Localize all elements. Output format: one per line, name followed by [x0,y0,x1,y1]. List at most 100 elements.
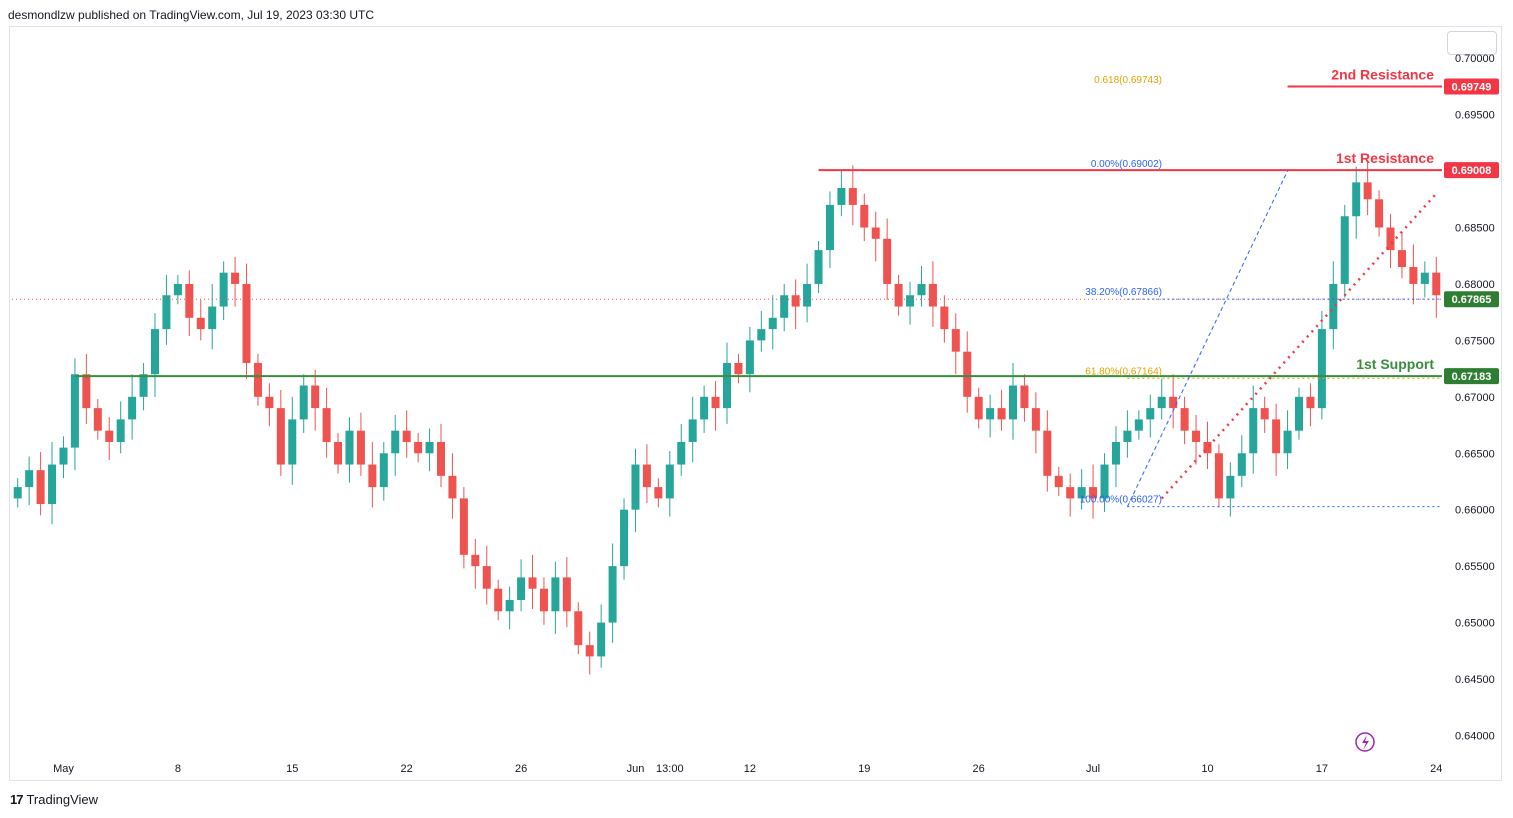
candle-body [1306,396,1315,409]
candle-body [356,430,365,465]
candle-body [334,441,343,465]
candle-body [562,577,571,612]
time-tick-label: 15 [286,763,298,775]
candle-body [459,498,468,555]
time-tick-label: 17 [1316,763,1328,775]
candle-body [471,554,480,567]
price-tag-value: 0.69008 [1452,165,1492,177]
lightning-icon[interactable] [1355,732,1375,752]
candle-body [25,470,34,488]
candle-body [665,464,674,499]
candle-body [722,362,732,409]
candle-body [379,453,388,488]
chart-settings-button[interactable] [1447,31,1497,55]
price-tick-label: 0.69500 [1455,110,1495,122]
publisher-header: desmondlzw published on TradingView.com,… [8,8,374,22]
price-tick-label: 0.70000 [1455,53,1495,65]
candle-body [1123,430,1132,442]
candle-body [654,487,663,499]
candle-body [1031,408,1040,431]
fib-label: 0.00%(0.69002) [1091,159,1162,170]
candle-body [1260,408,1269,420]
price-tick-label: 0.64000 [1455,730,1495,742]
candle-body [13,487,22,499]
candle-body [1089,487,1098,499]
candle-body [814,250,823,284]
candle-body [505,599,514,612]
fib-trend-line[interactable] [1126,170,1289,507]
time-tick-label: May [53,763,74,775]
candle-body [768,317,777,330]
candle-body [745,340,754,375]
price-tag-r1 [1444,162,1499,179]
candle-body [265,396,274,409]
candle-body [734,362,743,375]
candle-body [1363,182,1372,200]
price-tag-value: 0.67865 [1452,294,1492,306]
candle-body [883,238,892,284]
time-tick-label: 12 [744,763,756,775]
price-tick-label: 0.64500 [1455,674,1495,686]
candle-body [1214,453,1223,499]
candle-body [1192,430,1201,442]
candle-body [620,509,629,567]
candle-body [231,272,240,284]
candle-body [1077,487,1086,499]
candle-body [677,441,686,465]
level-title: 2nd Resistance [1331,67,1434,83]
candle-body [1111,441,1120,465]
candle-body [482,566,491,589]
candle-body [276,408,285,465]
price-tick-label: 0.67500 [1455,335,1495,347]
candle-body [711,396,720,409]
candle-body [1375,199,1384,228]
price-axis: 0.700000.695000.690000.685000.680000.675… [1455,53,1495,742]
candle-body [391,430,400,454]
candle-body [368,464,377,488]
candle-body [642,464,651,488]
candle-body [1226,475,1235,499]
candle-body [105,430,114,442]
time-tick-label: 10 [1201,763,1213,775]
brand-name: TradingView [26,792,99,807]
price-tag-cur [1444,291,1499,308]
candle-body [1294,396,1304,431]
candle-body [585,645,594,657]
candle-body [539,588,548,612]
candle-body [253,362,262,397]
candle-body [631,464,640,510]
fib-label: 38.20%(0.67866) [1085,287,1162,298]
drawings-group [12,85,1442,508]
candle-body [1409,267,1418,284]
candle-body [70,374,79,448]
candle-body [1066,487,1075,499]
candle-body [803,283,812,307]
candle-body [196,317,205,330]
candle-body [1008,385,1018,420]
candle-body [1043,430,1052,476]
candle-body [871,227,880,239]
candle-body [997,408,1006,420]
time-tick-label: 19 [858,763,870,775]
candle-body [402,430,411,442]
candle-body [551,577,560,612]
candle-body [173,283,182,296]
candle-body [608,566,617,623]
candle-body [940,306,949,330]
candle-body [288,419,297,465]
candle-body [825,204,834,251]
candle-body [837,188,846,205]
time-tick-label: 8 [175,763,181,775]
ascending-trendline[interactable] [1160,192,1438,500]
candle-body [185,283,194,318]
candle-body [311,385,320,409]
candle-body [448,475,457,499]
candle-body [162,295,171,330]
candle-body [1054,475,1063,488]
candle-body [1432,272,1441,296]
candle-body [848,188,857,205]
price-tick-label: 0.68000 [1455,279,1495,291]
price-tag-value: 0.67183 [1452,371,1492,383]
candle-body [494,588,503,612]
